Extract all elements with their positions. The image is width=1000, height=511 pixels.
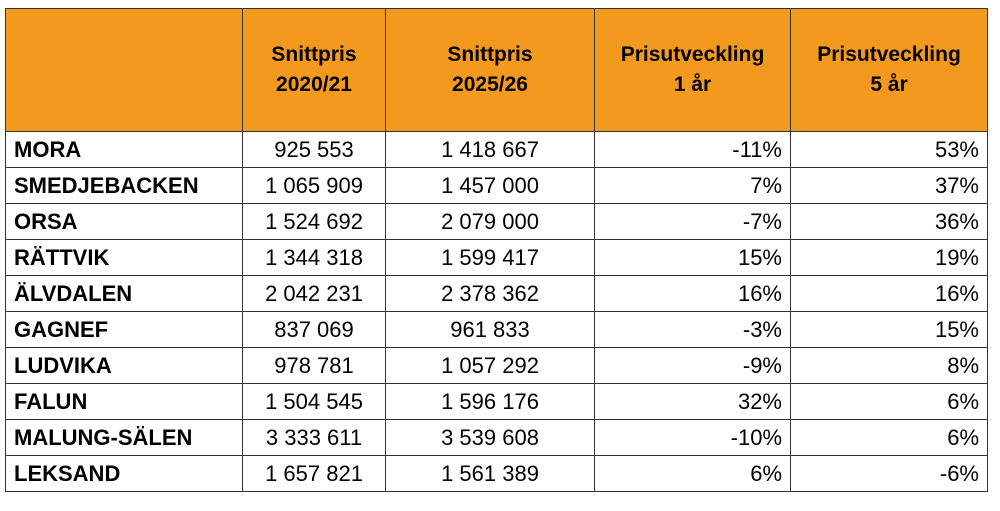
price-change-1-year: -9%	[594, 347, 791, 384]
price-change-5-year: 19%	[790, 239, 988, 276]
avg-price-2025-26: 1 457 000	[385, 167, 595, 204]
avg-price-2025-26: 1 596 176	[385, 383, 595, 420]
avg-price-2020-21: 1 065 909	[242, 167, 386, 204]
avg-price-2020-21: 3 333 611	[242, 419, 386, 456]
table-row: SMEDJEBACKEN 1 065 909 1 457 000 7% 37%	[5, 167, 988, 204]
table-row: ÄLVDALEN 2 042 231 2 378 362 16% 16%	[5, 275, 988, 312]
header-line: Prisutveckling	[620, 43, 765, 66]
avg-price-2025-26: 1 561 389	[385, 455, 595, 492]
price-change-1-year: 16%	[594, 275, 791, 312]
avg-price-2020-21: 837 069	[242, 311, 386, 348]
avg-price-2020-21: 1 524 692	[242, 203, 386, 240]
table-row: MALUNG-SÄLEN 3 333 611 3 539 608 -10% 6%	[5, 419, 988, 456]
price-change-1-year: -3%	[594, 311, 791, 348]
header-line: 2020/21	[276, 73, 352, 96]
table-row: MORA 925 553 1 418 667 -11% 53%	[5, 131, 988, 168]
avg-price-2025-26: 2 079 000	[385, 203, 595, 240]
avg-price-2020-21: 1 504 545	[242, 383, 386, 420]
price-change-5-year: 36%	[790, 203, 988, 240]
header-cell-avg-price-2025-26: Snittpris 2025/26	[385, 8, 595, 132]
price-change-5-year: 53%	[790, 131, 988, 168]
municipality-name: MALUNG-SÄLEN	[5, 419, 243, 456]
price-change-1-year: 15%	[594, 239, 791, 276]
header-line: 1 år	[673, 73, 712, 96]
header-line: Snittpris	[447, 43, 533, 66]
price-change-1-year: 32%	[594, 383, 791, 420]
price-change-5-year: 15%	[790, 311, 988, 348]
municipality-name: LUDVIKA	[5, 347, 243, 384]
municipality-name: ÄLVDALEN	[5, 275, 243, 312]
avg-price-2020-21: 925 553	[242, 131, 386, 168]
price-change-1-year: -7%	[594, 203, 791, 240]
price-change-1-year: 6%	[594, 455, 791, 492]
header-line: 2025/26	[452, 73, 528, 96]
table-row: FALUN 1 504 545 1 596 176 32% 6%	[5, 383, 988, 420]
municipality-name: SMEDJEBACKEN	[5, 167, 243, 204]
avg-price-2025-26: 961 833	[385, 311, 595, 348]
header-line: 5 år	[870, 73, 908, 96]
avg-price-2020-21: 1 344 318	[242, 239, 386, 276]
price-change-1-year: -11%	[594, 131, 791, 168]
price-change-5-year: 6%	[790, 383, 988, 420]
municipality-name: MORA	[5, 131, 243, 168]
header-line: Snittpris	[271, 43, 357, 66]
avg-price-2025-26: 1 418 667	[385, 131, 595, 168]
price-change-5-year: 37%	[790, 167, 988, 204]
table-row: LUDVIKA 978 781 1 057 292 -9% 8%	[5, 347, 988, 384]
avg-price-2020-21: 1 657 821	[242, 455, 386, 492]
avg-price-2025-26: 3 539 608	[385, 419, 595, 456]
municipality-name: GAGNEF	[5, 311, 243, 348]
municipality-name: LEKSAND	[5, 455, 243, 492]
municipality-name: FALUN	[5, 383, 243, 420]
table-row: LEKSAND 1 657 821 1 561 389 6% -6%	[5, 455, 988, 492]
table-header: Snittpris 2020/21 Snittpris 2025/26 Pris…	[5, 8, 988, 132]
avg-price-2020-21: 2 042 231	[242, 275, 386, 312]
header-cell-municipality	[5, 8, 243, 132]
price-change-5-year: -6%	[790, 455, 988, 492]
avg-price-2020-21: 978 781	[242, 347, 386, 384]
price-change-1-year: -10%	[594, 419, 791, 456]
table-row: RÄTTVIK 1 344 318 1 599 417 15% 19%	[5, 239, 988, 276]
price-change-5-year: 8%	[790, 347, 988, 384]
header-line: Prisutveckling	[817, 43, 961, 66]
header-cell-avg-price-2020-21: Snittpris 2020/21	[242, 8, 386, 132]
header-cell-change-5-year: Prisutveckling 5 år	[790, 8, 988, 132]
table-row: ORSA 1 524 692 2 079 000 -7% 36%	[5, 203, 988, 240]
avg-price-2025-26: 2 378 362	[385, 275, 595, 312]
price-table: Snittpris 2020/21 Snittpris 2025/26 Pris…	[5, 8, 988, 492]
avg-price-2025-26: 1 599 417	[385, 239, 595, 276]
header-cell-change-1-year: Prisutveckling 1 år	[594, 8, 791, 132]
header-row: Snittpris 2020/21 Snittpris 2025/26 Pris…	[5, 8, 988, 132]
avg-price-2025-26: 1 057 292	[385, 347, 595, 384]
price-change-5-year: 16%	[790, 275, 988, 312]
table-row: GAGNEF 837 069 961 833 -3% 15%	[5, 311, 988, 348]
municipality-name: RÄTTVIK	[5, 239, 243, 276]
price-change-1-year: 7%	[594, 167, 791, 204]
price-table-container: Snittpris 2020/21 Snittpris 2025/26 Pris…	[5, 8, 988, 492]
price-change-5-year: 6%	[790, 419, 988, 456]
municipality-name: ORSA	[5, 203, 243, 240]
table-body: MORA 925 553 1 418 667 -11% 53% SMEDJEBACKEN 1…	[5, 131, 988, 492]
